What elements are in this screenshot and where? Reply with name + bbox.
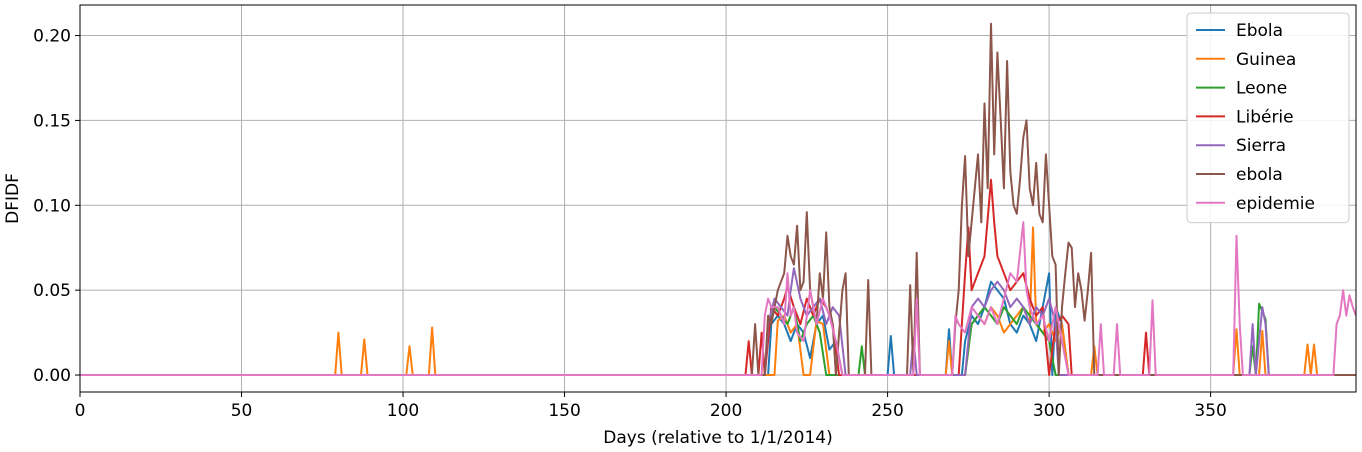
y-tick-label: 0.15	[33, 111, 71, 131]
plot-frame	[79, 4, 1357, 393]
x-tick-label: 100	[387, 401, 419, 421]
x-axis-ticks: 0 50 100 150 200 250 300 350	[75, 392, 1227, 421]
series-line-ebola	[80, 22, 1356, 376]
series-line-guinea	[80, 226, 1356, 376]
x-axis-title: Days (relative to 1/1/2014)	[603, 428, 832, 448]
legend-label: epidemie	[1236, 194, 1315, 214]
legend: Ebola Guinea Leone Libérie Sierra ebola epidem…	[1186, 12, 1350, 224]
legend-box	[1186, 12, 1350, 224]
grid	[79, 5, 1356, 392]
x-tick-label: 150	[548, 401, 580, 421]
legend-label: Guinea	[1236, 50, 1296, 70]
legend-label: Ebola	[1236, 21, 1283, 41]
legend-label: Libérie	[1236, 107, 1294, 127]
y-axis-ticks: 0.00 0.05 0.10 0.15 0.20	[33, 27, 80, 386]
series-line-sierra	[80, 267, 1356, 376]
legend-label: ebola	[1236, 165, 1283, 185]
series-line-epidemie	[80, 221, 1356, 376]
plot-area	[80, 22, 1356, 376]
x-tick-label: 250	[871, 401, 903, 421]
y-tick-label: 0.00	[33, 366, 71, 386]
x-tick-label: 50	[231, 401, 253, 421]
y-tick-label: 0.20	[33, 27, 71, 47]
x-tick-label: 200	[710, 401, 742, 421]
legend-label: Leone	[1236, 79, 1287, 99]
x-tick-label: 0	[75, 401, 86, 421]
series-line-leone	[80, 302, 1356, 376]
x-tick-label: 300	[1033, 401, 1065, 421]
y-axis-title: DFIDF	[3, 173, 23, 224]
series-line-libérie	[80, 178, 1356, 376]
legend-label: Sierra	[1236, 136, 1286, 156]
y-tick-label: 0.10	[33, 196, 71, 216]
y-tick-label: 0.05	[33, 281, 71, 301]
x-tick-label: 350	[1194, 401, 1226, 421]
series-line-ebola	[80, 272, 1356, 376]
